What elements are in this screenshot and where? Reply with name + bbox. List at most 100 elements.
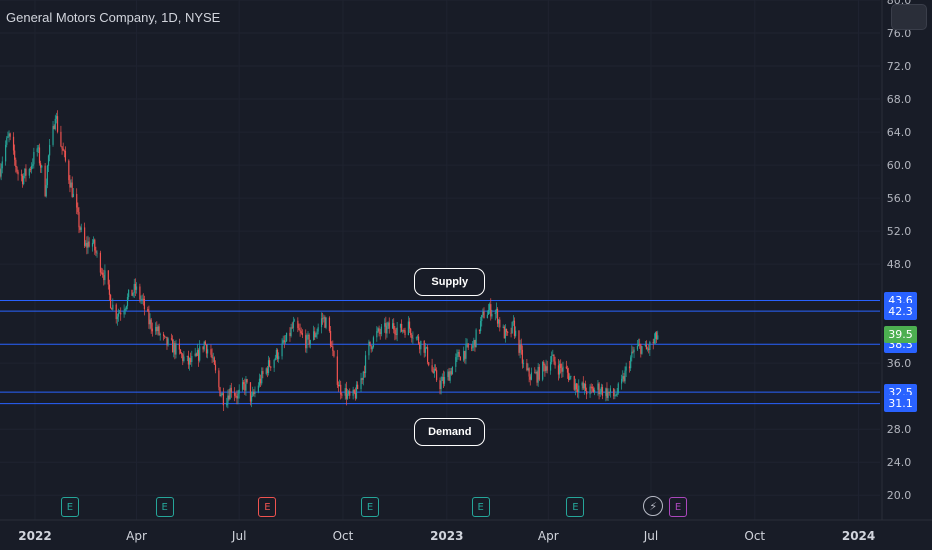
earnings-marker[interactable]: E [566,497,585,517]
candle-body-up [309,340,311,345]
candle [96,250,98,258]
candle-body-down [507,331,509,333]
price-tick-label: 20.0 [887,489,912,502]
candle [1,156,3,174]
candle [543,360,545,372]
candle [128,289,130,300]
candle-body-up [487,309,490,315]
price-level-tag[interactable]: 31.1 [884,395,917,413]
candle-body-down [536,372,538,383]
candle [260,374,262,387]
candle-body-up [104,270,106,281]
candle [275,348,278,360]
candle [142,293,144,306]
annotation-demand[interactable]: Demand [414,417,486,446]
earnings-marker[interactable]: E [361,497,380,517]
candle-body-up [396,327,398,336]
candle-body-down [369,341,371,346]
candle [431,358,433,373]
price-tick-label: 56.0 [887,192,912,205]
candle-body-up [49,144,51,156]
price-axis[interactable]: 20.0 24.0 28.0 36.0 48.0 52.0 56.0 60.0 64.0 68.0… [887,0,912,502]
candle [518,330,520,356]
candle [165,336,167,338]
time-axis[interactable]: 2022 Apr Jul Oct 2023 Apr Jul Oct 2024 [18,529,875,543]
earnings-marker[interactable]: E [471,497,490,517]
candle-body-up [338,384,341,387]
candle [53,124,55,130]
candle [582,376,584,391]
candle [244,378,246,395]
candle-body-down [190,358,192,362]
candle-body-up [456,353,458,358]
candle [361,377,363,385]
candle-body-up [112,304,114,310]
candle-body-down [276,349,279,359]
candle-body-up [552,354,554,356]
annotation-supply[interactable]: Supply [414,267,486,296]
candle [15,157,17,173]
candle-body-down [639,344,641,346]
candle [273,359,275,372]
candle-body-down [308,334,310,345]
candle [329,325,332,349]
candle [530,367,532,381]
candle [331,341,333,348]
candle [337,381,340,392]
candle [544,363,546,377]
candle-body-down [172,339,174,353]
candle-body-down [148,311,150,325]
candle-body-down [490,304,492,317]
candle-body-up [457,352,459,354]
candle-body-up [514,330,517,336]
candle [316,328,318,339]
earnings-marker[interactable]: E [60,497,79,517]
candle-body-down [423,340,425,353]
candle [191,350,193,367]
candle [56,110,59,134]
candle-body-down [260,378,262,384]
candle [80,223,82,233]
candle [54,114,56,131]
candle [393,318,395,334]
candle [490,298,492,321]
price-tick-label: 76.0 [887,27,912,40]
candle-body-up [126,297,129,307]
candle [12,132,15,155]
candle-body-up [371,347,373,350]
last-price-tag: 39.5 [884,325,917,343]
candle [499,317,501,332]
candle-body-down [432,371,434,373]
lightning-icon[interactable]: ⚡ [643,496,664,516]
candle-body-up [226,402,228,406]
candle-body-up [85,242,87,246]
candle-body-up [5,144,7,162]
candle [395,327,397,340]
candle [325,316,327,330]
candle-body-down [534,372,536,374]
candle-body-down [518,330,520,353]
candle [32,158,34,169]
earnings-marker[interactable]: E [669,497,688,517]
scale-settings-button[interactable] [891,4,927,30]
earnings-marker[interactable]: E [155,497,174,517]
candle-body-down [44,165,46,197]
candle [360,372,362,392]
candle [307,331,309,340]
candle [463,346,465,362]
candle-body-down [513,320,516,336]
candle-body-down [393,323,395,330]
earnings-marker[interactable]: E [258,497,277,517]
candle [37,144,39,154]
price-level-tag[interactable]: 42.3 [884,302,917,320]
candle [107,270,109,290]
candle [385,316,387,340]
candle-body-down [300,331,302,333]
candle [466,338,468,348]
candle-body-up [578,385,580,393]
candle-body-up [194,353,196,356]
candle [522,359,525,368]
candle-body-up [1,161,3,169]
candle-body-up [346,393,349,399]
